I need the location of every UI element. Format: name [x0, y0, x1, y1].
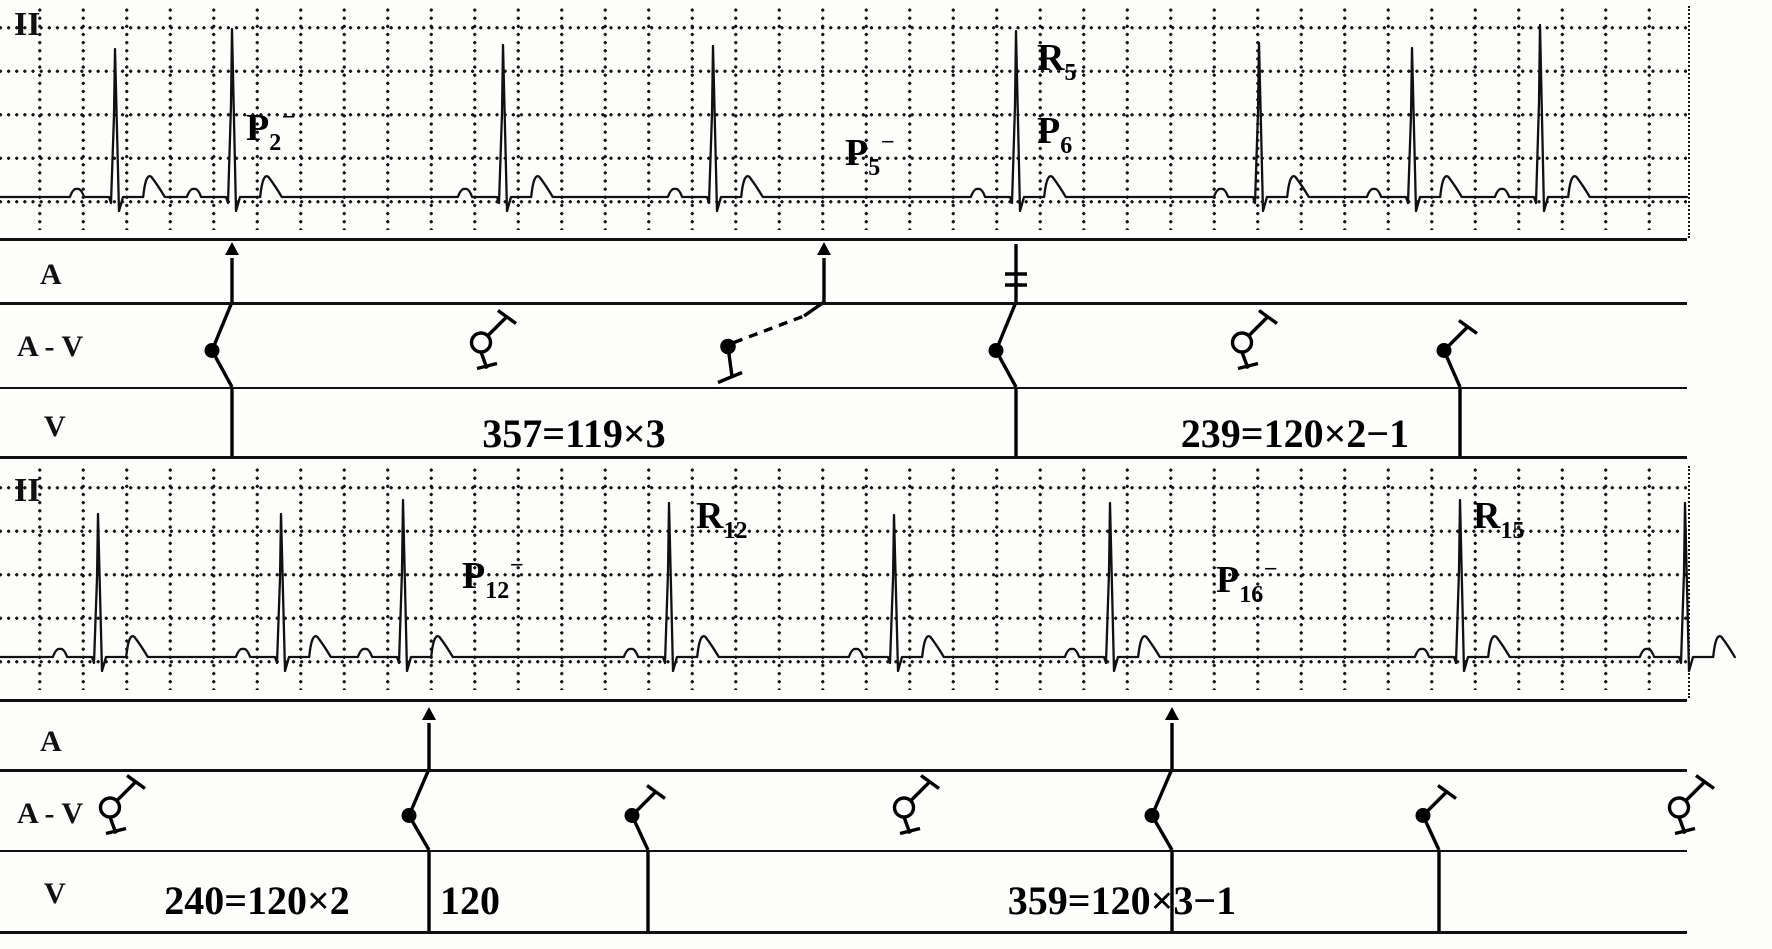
svg-text:359=120×3−1: 359=120×3−1 [1008, 878, 1236, 923]
svg-text:P16–: P16– [1216, 554, 1277, 608]
svg-text:P6: P6 [1037, 110, 1072, 159]
svg-text:R15: R15 [1473, 495, 1524, 544]
svg-text:120: 120 [440, 878, 500, 923]
svg-text:240=120×2: 240=120×2 [164, 878, 350, 923]
svg-text:P12–: P12– [462, 550, 523, 604]
svg-text:239=120×2−1: 239=120×2−1 [1181, 411, 1409, 456]
svg-text:357=119×3: 357=119×3 [482, 411, 665, 456]
svg-text:R12: R12 [696, 495, 747, 544]
svg-text:P5–: P5– [845, 127, 894, 181]
svg-text:P2–: P2– [246, 102, 295, 156]
svg-text:R5: R5 [1037, 37, 1076, 86]
